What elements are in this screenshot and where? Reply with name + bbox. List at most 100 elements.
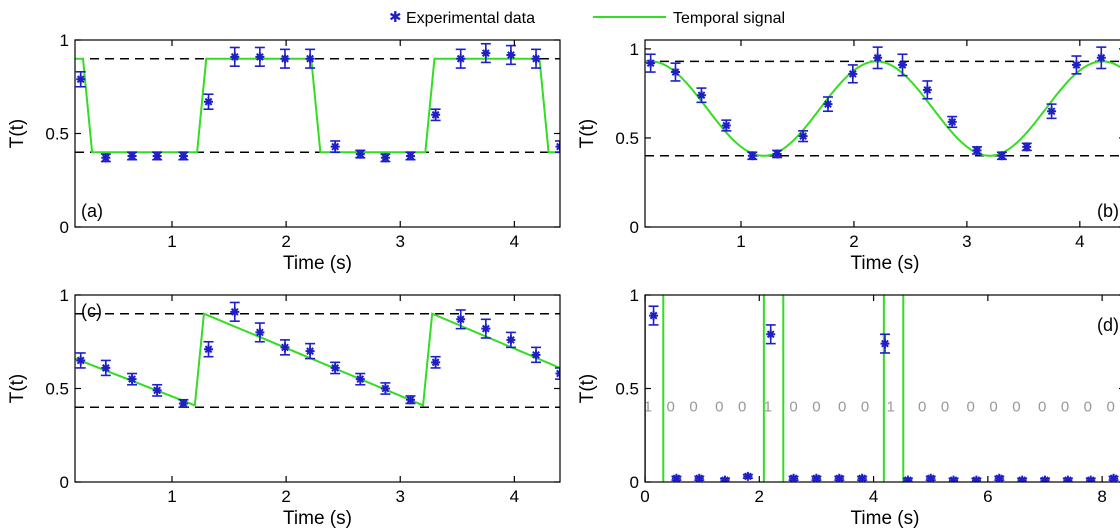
data-point-17 xyxy=(1071,55,1082,75)
data-point-6 xyxy=(229,46,240,67)
data-point-18 xyxy=(1096,46,1107,70)
bit-label-18: 0 xyxy=(1084,398,1092,415)
bit-label-7: 0 xyxy=(812,398,820,415)
data-point-11 xyxy=(355,372,366,386)
data-marker xyxy=(101,363,111,373)
data-point-12 xyxy=(947,115,958,129)
data-marker xyxy=(926,473,936,482)
x-tick-label-2: 4 xyxy=(869,487,878,506)
bit-label-13: 0 xyxy=(967,398,975,415)
x-tick-label-3: 4 xyxy=(510,232,519,251)
x-tick-label-3: 4 xyxy=(1075,232,1084,251)
y-tick-label-2: 1 xyxy=(60,286,69,305)
data-marker xyxy=(949,475,959,482)
data-marker xyxy=(873,53,883,63)
data-point-8 xyxy=(279,339,290,356)
data-point-2 xyxy=(696,87,707,104)
bit-label-12: 0 xyxy=(941,398,949,415)
data-marker xyxy=(431,357,441,367)
data-marker xyxy=(76,355,86,365)
x-axis-label: Time (s) xyxy=(283,253,352,274)
data-marker xyxy=(720,475,730,482)
data-marker xyxy=(531,350,541,360)
x-tick-label-3: 6 xyxy=(983,487,992,506)
data-point-16 xyxy=(1046,103,1057,120)
data-marker xyxy=(280,54,290,64)
panels: 1 2 3 4 0 0.5 1 Time (s) T(t) (a) 1 2 3 4 0 0.5 1 Time (s… xyxy=(7,31,1120,529)
data-marker xyxy=(880,339,890,349)
axes-frame xyxy=(74,294,561,483)
data-marker xyxy=(506,335,516,345)
data-marker xyxy=(1063,475,1073,482)
data-marker xyxy=(305,346,315,356)
data-point-10 xyxy=(330,140,341,153)
data-marker xyxy=(1047,106,1057,116)
data-marker xyxy=(178,151,188,161)
data-point-0 xyxy=(75,70,86,88)
data-point-3 xyxy=(721,119,732,132)
plot-area xyxy=(75,42,560,163)
data-point-0 xyxy=(75,352,86,369)
data-point-0 xyxy=(645,53,656,73)
data-marker xyxy=(178,398,188,408)
data-point-19 xyxy=(555,367,560,380)
data-point-12 xyxy=(925,473,936,482)
data-point-15 xyxy=(1021,142,1032,152)
signal-line xyxy=(75,312,560,407)
data-marker xyxy=(456,54,466,64)
data-point-7 xyxy=(254,322,265,343)
data-point-14 xyxy=(971,475,982,482)
data-marker xyxy=(355,374,365,384)
x-tick-label-4: 8 xyxy=(1097,487,1106,506)
bit-label-16: 0 xyxy=(1038,398,1046,415)
data-marker xyxy=(406,395,416,405)
data-point-13 xyxy=(948,475,959,482)
data-point-10 xyxy=(330,361,341,375)
bit-label-10: 1 xyxy=(887,398,895,415)
data-marker xyxy=(355,149,365,159)
bit-label-14: 0 xyxy=(989,398,997,415)
y-axis-label: T(t) xyxy=(577,374,598,404)
x-tick-label-0: 1 xyxy=(167,232,176,251)
data-point-17 xyxy=(505,331,516,349)
data-marker xyxy=(1086,475,1096,482)
axes-frame xyxy=(74,39,561,228)
data-point-14 xyxy=(430,108,441,122)
y-axis-label: T(t) xyxy=(7,119,28,149)
data-point-11 xyxy=(355,149,366,159)
y-axis-label: T(t) xyxy=(7,374,28,404)
data-marker xyxy=(972,145,982,155)
data-point-19 xyxy=(555,140,560,153)
data-marker xyxy=(531,54,541,64)
y-tick-label-1: 0.5 xyxy=(45,380,69,399)
data-point-18 xyxy=(531,48,542,69)
panel-label: (c) xyxy=(81,301,102,321)
data-point-15 xyxy=(994,473,1005,482)
x-tick-label-2: 3 xyxy=(396,487,405,506)
legend-temporal-label: Temporal signal xyxy=(673,10,785,27)
x-axis-label: Time (s) xyxy=(283,508,352,529)
data-point-8 xyxy=(847,64,858,84)
data-marker xyxy=(481,324,491,334)
x-tick-label-1: 2 xyxy=(755,487,764,506)
signal-pulse-1 xyxy=(762,295,785,482)
data-marker xyxy=(823,99,833,109)
data-point-3 xyxy=(720,475,730,482)
data-point-17 xyxy=(505,44,516,66)
x-tick-label-1: 2 xyxy=(849,232,858,251)
y-tick-label-0: 0 xyxy=(60,218,69,237)
plot-area xyxy=(645,46,1120,161)
x-tick-label-0: 1 xyxy=(167,487,176,506)
data-marker xyxy=(997,151,1007,161)
data-point-11 xyxy=(922,80,933,100)
data-marker xyxy=(649,311,659,321)
bit-label-15: 0 xyxy=(1012,398,1020,415)
data-point-7 xyxy=(811,473,822,482)
x-tick-label-0: 0 xyxy=(640,487,649,506)
data-marker xyxy=(1071,60,1081,70)
y-axis-label: T(t) xyxy=(577,119,598,149)
data-point-13 xyxy=(405,151,416,161)
data-point-1 xyxy=(100,153,111,163)
data-marker xyxy=(898,60,908,70)
